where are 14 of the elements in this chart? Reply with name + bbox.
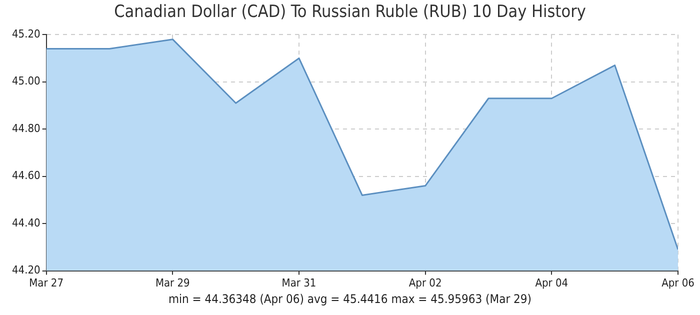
x-tick-label: Mar 31 [282,276,316,290]
y-tick-label: 44.80 [12,122,40,135]
x-tick-label: Apr 06 [662,276,694,290]
y-tick-label: 44.60 [12,169,40,182]
y-tick-label: 44.40 [12,216,40,230]
y-tick-label: 45.00 [12,74,40,88]
x-tick-label: Apr 04 [535,276,568,290]
y-tick-label: 45.20 [12,27,40,40]
x-tick-label: Mar 29 [155,276,190,290]
x-tick-label: Mar 27 [29,276,64,290]
text: min = 44.36348 (Apr 06) avg = 45.4416 max = 45.95963 (Mar 29) [168,292,532,306]
chart-title: Canadian Dollar (CAD) To Russian Ruble (RUB) 10 Day History [113,2,587,22]
x-tick-label: Apr 02 [408,276,442,290]
y-tick-label: 44.20 [12,264,40,277]
